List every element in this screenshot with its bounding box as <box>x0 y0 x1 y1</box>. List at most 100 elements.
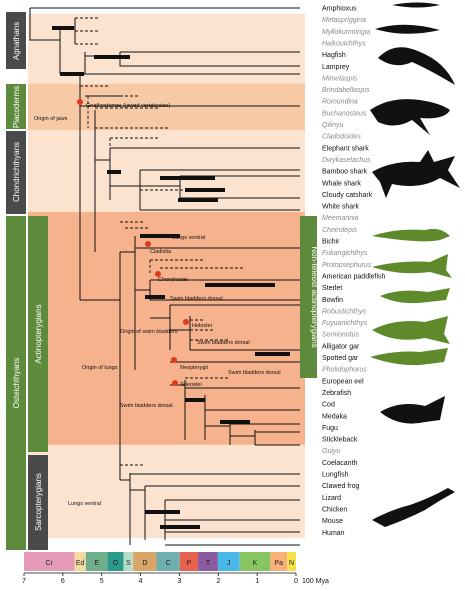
taxon-label: Bowfin <box>322 297 343 304</box>
taxon-labels: Amphioxus Metaspriggina Myllokunmingia Haik… <box>322 6 386 537</box>
placoderm-silhouette <box>370 99 450 135</box>
taxon-label: Sterlet <box>322 285 342 292</box>
taxon-label: European eel <box>322 378 364 385</box>
period-label: E <box>94 560 99 567</box>
neopterygian-branch <box>150 304 300 363</box>
origin-of-lungs-note: Origin of lungs <box>82 365 118 371</box>
time-axis-tick-label: 2 <box>216 578 220 585</box>
period-block <box>133 552 157 571</box>
range-bar <box>205 283 275 287</box>
time-axis-tick-label: 5 <box>100 578 104 585</box>
swim-bladders-dorsal-note-2: Swim bladders dorsal <box>197 340 250 346</box>
lizard-silhouette <box>372 488 455 527</box>
period-block <box>107 552 124 571</box>
placoderms-bar <box>6 84 26 129</box>
clade-band <box>28 211 305 445</box>
period-label: Cr <box>46 560 54 567</box>
range-bar <box>220 420 250 424</box>
shark-silhouette <box>372 150 460 198</box>
range-bar <box>140 234 180 238</box>
osteichthyan-branch <box>119 236 300 480</box>
gar-silhouette <box>370 348 448 366</box>
key-node-marker <box>155 271 161 277</box>
lungs-ventral-note-2: Lungs ventral <box>68 501 101 507</box>
clade-band <box>28 444 305 539</box>
taxon-label: Meemannia <box>322 215 359 222</box>
swim-bladders-dorsal-note-3: Swim bladders dorsal <box>228 370 281 376</box>
range-bar <box>145 295 165 299</box>
taxon-label: Cheirolepis <box>322 227 358 234</box>
bowfin-silhouette <box>372 316 450 344</box>
time-axis-tick-label: 4 <box>139 578 143 585</box>
range-bar <box>160 176 215 180</box>
period-block <box>24 552 75 571</box>
taxon-label: Bamboo shark <box>322 169 368 176</box>
tree-branches <box>29 7 300 546</box>
period-label: S <box>126 560 131 567</box>
chondrostei-note: Chondrostei <box>158 277 188 283</box>
key-node-marker <box>171 357 177 363</box>
amphioxus-silhouette <box>392 2 440 8</box>
time-axis-tick-label: 1 <box>255 578 259 585</box>
period-label: Pa <box>274 560 283 567</box>
lungs-ventral-note-1: Lungs ventral <box>172 235 205 241</box>
range-bar <box>52 26 74 30</box>
non-teleost-bar <box>300 216 317 378</box>
zebrafish-silhouette <box>380 396 445 424</box>
taxon-label: Human <box>322 530 345 537</box>
time-axis-tick-label: 0 <box>294 578 298 585</box>
range-bar <box>178 198 218 202</box>
period-label: Ed <box>76 560 85 567</box>
sarcopterygians-bar <box>28 455 48 550</box>
taxon-label: Romundina <box>322 99 358 106</box>
origin-of-jaws-note: Origin of jaws <box>34 116 68 122</box>
sarcopterygians-label: Sarcopterygians <box>34 473 43 531</box>
taxon-label: Chicken <box>322 506 347 513</box>
annotation-notes: Gnathostomes (jawed vertebrates) Origin … <box>34 103 281 507</box>
holostei-note: Holostei <box>192 323 212 329</box>
fossil-stem-agnathans <box>75 17 140 97</box>
taxon-label: Robustichthys <box>322 308 366 315</box>
sturgeon-silhouette <box>372 254 452 278</box>
taxon-label: Lungfish <box>322 472 349 479</box>
taxon-label: Hagfish <box>322 52 346 59</box>
cheirolepis-silhouette <box>372 228 450 242</box>
key-node-marker <box>77 99 83 105</box>
period-label: P <box>187 560 192 567</box>
node-markers <box>77 99 189 386</box>
taxon-label: Cladodoides <box>322 134 361 141</box>
range-bar <box>60 72 84 76</box>
clade-shading-bands <box>28 13 305 539</box>
period-label: N <box>289 560 294 567</box>
taxon-label: Zebrafish <box>322 390 351 397</box>
organism-silhouettes <box>370 2 460 527</box>
clade-band <box>28 130 305 212</box>
taxon-label: Coelacanth <box>322 460 358 467</box>
agnathans-label: Agnathans <box>12 22 21 60</box>
osteichthyans-bar <box>6 216 26 550</box>
period-block <box>287 552 296 571</box>
taxon-label: Clawed frog <box>322 483 359 490</box>
taxon-label: Dwykaselachus <box>322 157 371 164</box>
paddlefish-silhouette <box>380 288 450 304</box>
period-label: K <box>253 560 258 567</box>
neopterygii-note: Neopterygii <box>180 365 208 371</box>
taxon-label: Myllokunmingia <box>322 29 370 36</box>
period-block <box>198 552 218 571</box>
period-block <box>85 552 108 571</box>
taxon-label: White shark <box>322 204 359 211</box>
taxon-label: Spotted gar <box>322 355 359 362</box>
range-bar <box>94 55 130 59</box>
taxon-label: Medaka <box>322 413 347 420</box>
taxon-label: Lamprey <box>322 64 350 71</box>
swim-bladders-dorsal-note-4: Swim bladders dorsal <box>120 403 173 409</box>
cladistia-note: Cladistia <box>150 249 172 255</box>
backbone-branch <box>29 7 300 41</box>
taxon-label: Bichir <box>322 239 340 246</box>
period-block <box>156 552 180 571</box>
taxon-label: Fukangichthys <box>322 250 368 257</box>
gnathostomes-note: Gnathostomes (jawed vertebrates) <box>86 103 171 109</box>
taxon-label: Whale shark <box>322 180 361 187</box>
period-block <box>179 552 199 571</box>
period-label: O <box>113 560 119 567</box>
